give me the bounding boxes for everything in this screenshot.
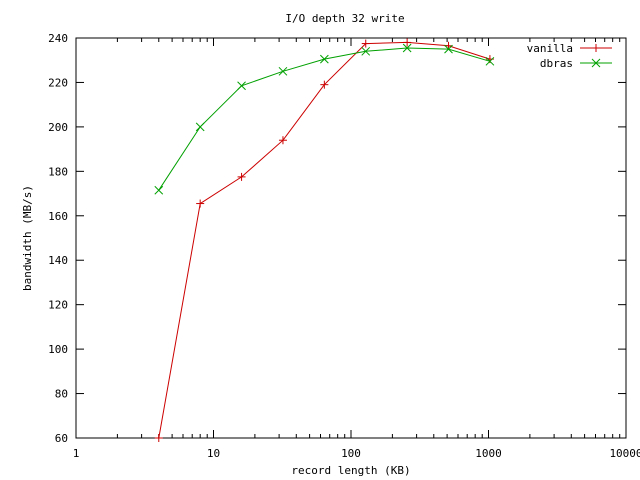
marker-stroke	[361, 46, 371, 56]
x-tick-label: 1000	[475, 447, 502, 460]
y-tick-label: 60	[55, 432, 68, 445]
x-tick-label: 100	[341, 447, 361, 460]
data-point-dbras	[195, 122, 205, 132]
series-line-dbras	[158, 47, 491, 191]
legend-label: dbras	[540, 57, 573, 70]
data-point-vanilla	[154, 434, 163, 442]
data-point-vanilla	[196, 199, 205, 208]
marker-stroke	[591, 58, 601, 68]
y-tick-label: 240	[48, 32, 68, 45]
plot-frame	[75, 37, 627, 439]
legend-item-vanilla: vanilla	[527, 42, 612, 55]
x-tick-label: 10	[207, 447, 220, 460]
legend: vanilla dbras	[527, 42, 612, 70]
series-vanilla	[154, 38, 494, 442]
y-axis-label: bandwidth (MB/s)	[21, 185, 34, 291]
marker-stroke	[319, 54, 329, 64]
data-point-vanilla	[403, 38, 412, 47]
data-point-dbras	[444, 44, 453, 54]
marker-stroke	[402, 43, 412, 53]
marker-stroke	[444, 44, 453, 54]
data-point-dbras	[402, 43, 412, 53]
y-tick-label: 200	[48, 121, 68, 134]
data-point-dbras	[237, 81, 246, 91]
y-tick-label: 160	[48, 210, 68, 223]
marker-stroke	[195, 122, 205, 132]
data-point-dbras	[154, 185, 164, 195]
y-axis: 60 80 100 120 140 160 180 200 220 240	[48, 32, 626, 445]
y-tick-label: 220	[48, 76, 68, 89]
marker-stroke	[278, 66, 288, 76]
data-point-vanilla	[237, 172, 246, 181]
y-tick-label: 180	[48, 165, 68, 178]
x-axis: 1 10 100 1000 10000	[73, 38, 640, 460]
legend-item-dbras: dbras	[540, 57, 612, 70]
marker-stroke	[237, 81, 246, 91]
data-point-dbras	[485, 56, 495, 66]
legend-marker	[592, 44, 600, 52]
x-tick-label: 1	[73, 447, 80, 460]
y-tick-label: 140	[48, 254, 68, 267]
series-layer	[154, 38, 495, 442]
y-tick-label: 100	[48, 343, 68, 356]
data-point-dbras	[319, 54, 329, 64]
y-tick-label: 80	[55, 388, 68, 401]
chart-title: I/O depth 32 write	[285, 12, 404, 25]
data-point-vanilla	[361, 39, 370, 48]
data-point-vanilla	[278, 136, 287, 145]
x-tick-label: 10000	[609, 447, 640, 460]
y-tick-label: 120	[48, 299, 68, 312]
legend-label: vanilla	[527, 42, 573, 55]
series-line-vanilla	[158, 41, 491, 439]
legend-marker	[591, 58, 601, 68]
data-point-vanilla	[320, 80, 329, 89]
marker-stroke	[154, 185, 164, 195]
x-axis-label: record length (KB)	[291, 464, 410, 477]
data-point-dbras	[278, 66, 288, 76]
series-dbras	[154, 43, 495, 195]
data-point-dbras	[361, 46, 371, 56]
marker-stroke	[485, 56, 495, 66]
